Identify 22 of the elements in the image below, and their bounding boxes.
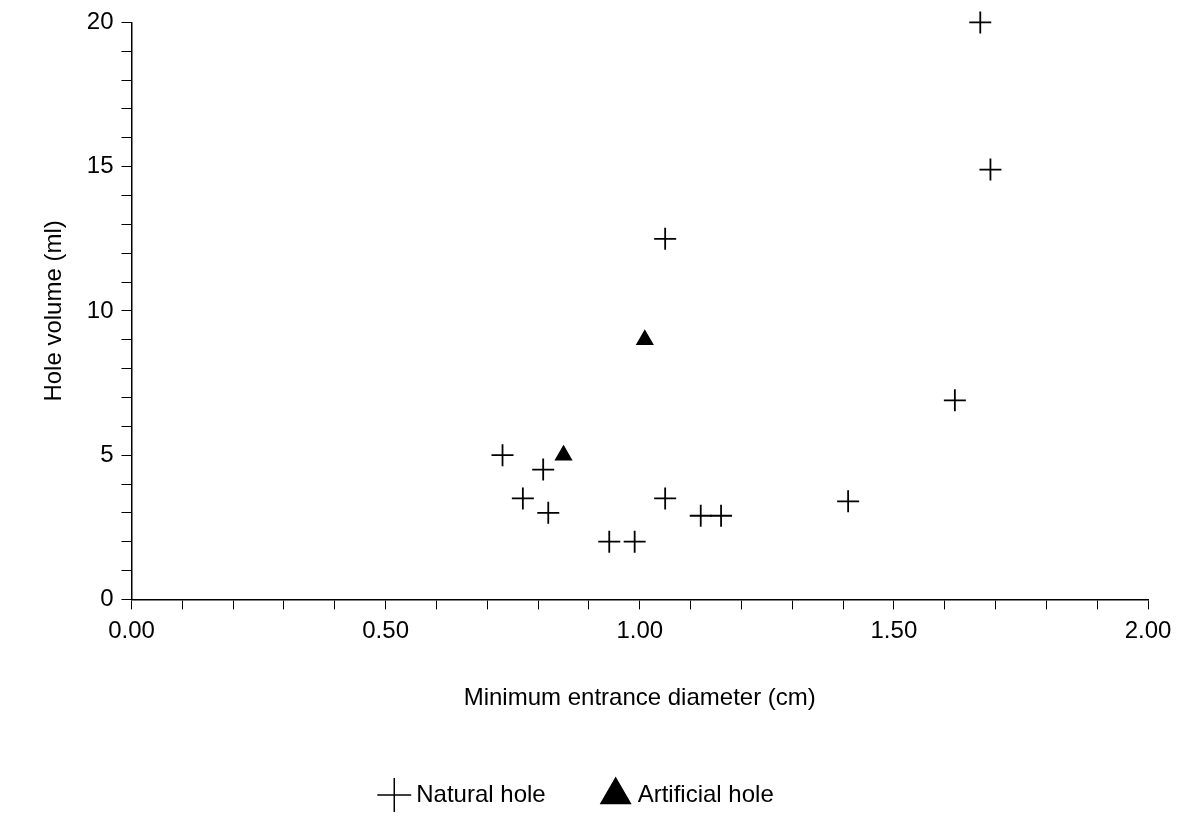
point [837,490,860,513]
y-tick-label: 10 [86,295,114,323]
x-tick-label: 1.50 [870,616,918,644]
x-tick-label: 1.00 [616,616,664,644]
point [623,530,646,553]
y-tick-label: 20 [86,7,114,35]
y-axis-title: Hole volume (ml) [39,220,67,402]
point [598,530,621,553]
y-tick-label: 0 [100,584,114,612]
x-tick-label: 2.00 [1124,616,1172,644]
legend-label: Natural hole [416,779,546,807]
x-tick-label: 0.50 [362,616,409,644]
y-tick-label: 5 [100,439,114,467]
x-tick-label: 0.00 [108,616,155,644]
y-tick-label: 15 [86,151,114,179]
point [710,504,733,527]
legend-label: Artificial hole [637,779,774,807]
x-axis-title: Minimum entrance diameter (cm) [463,683,816,711]
point [689,504,712,527]
point [943,389,966,412]
point [654,227,677,250]
point [537,501,560,524]
